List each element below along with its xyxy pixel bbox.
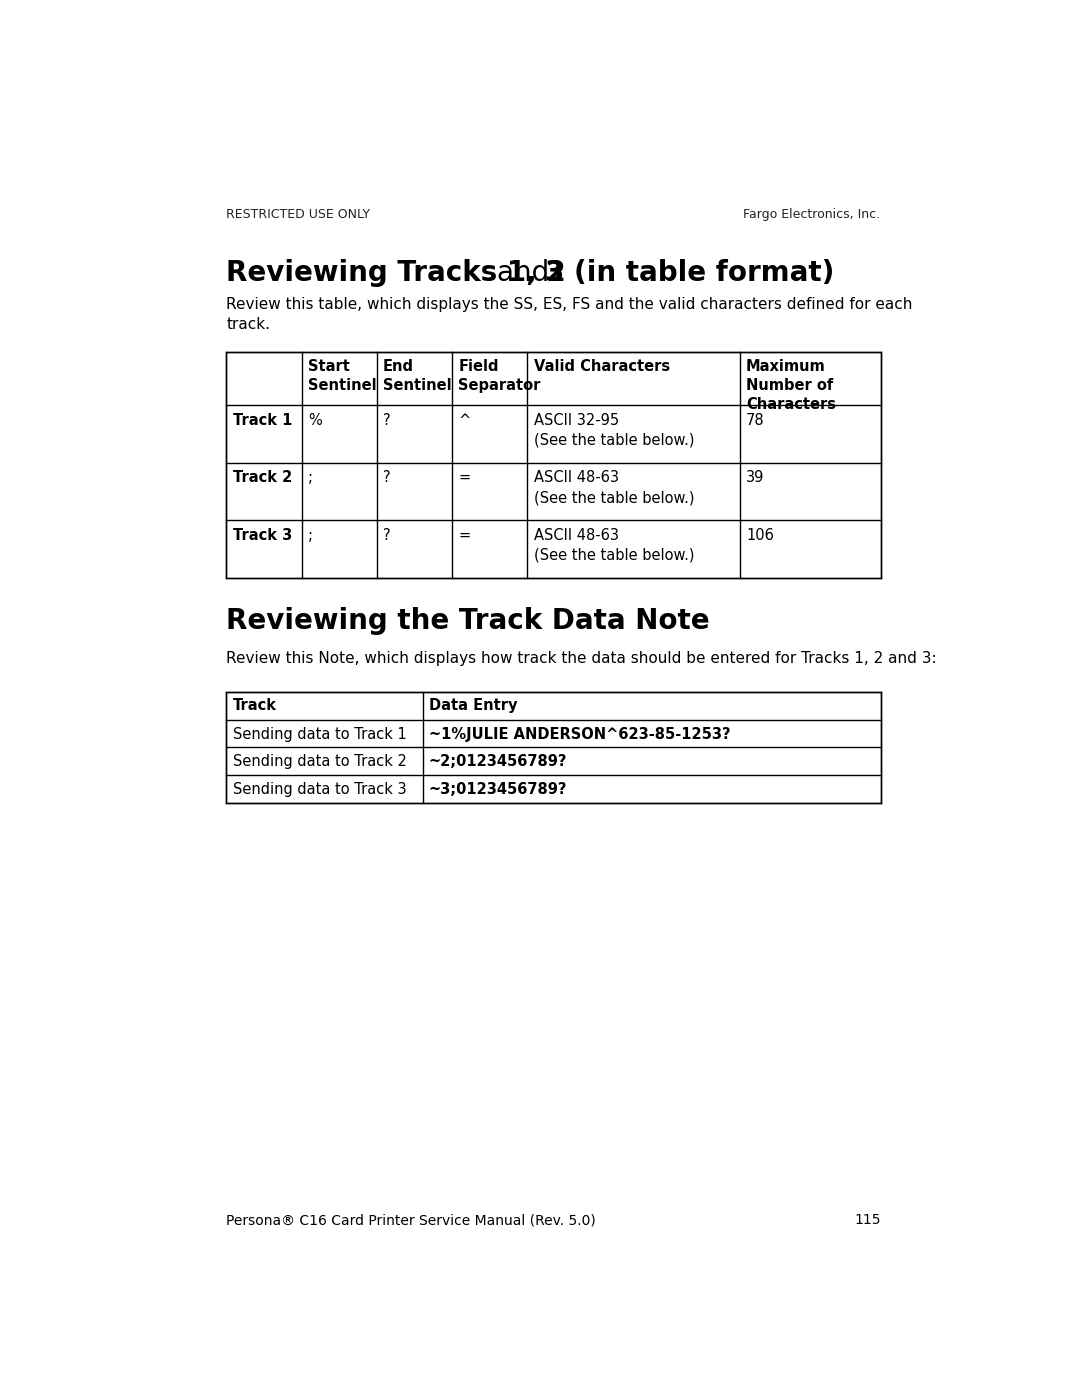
Text: ;: ; [308,471,313,485]
Text: RESTRICTED USE ONLY: RESTRICTED USE ONLY [227,208,370,221]
Text: Field
Separator: Field Separator [458,359,541,393]
Text: ?: ? [383,528,391,543]
Text: Reviewing the Track Data Note: Reviewing the Track Data Note [227,608,710,636]
Text: Valid Characters: Valid Characters [534,359,670,374]
Text: Fargo Electronics, Inc.: Fargo Electronics, Inc. [743,208,880,221]
Text: ~2;0123456789?: ~2;0123456789? [429,754,567,770]
Text: ASCII 32-95
(See the table below.): ASCII 32-95 (See the table below.) [534,412,694,447]
Text: Data Entry: Data Entry [429,698,517,714]
Text: and: and [497,258,558,286]
Bar [227,352,880,578]
Text: End
Sentinel: End Sentinel [383,359,451,393]
Text: 39: 39 [746,471,765,485]
Text: ;: ; [308,528,313,543]
Text: Persona® C16 Card Printer Service Manual (Rev. 5.0): Persona® C16 Card Printer Service Manual… [227,1214,596,1228]
Text: Track: Track [232,698,276,714]
Text: Review this Note, which displays how track the data should be entered for Tracks: Review this Note, which displays how tra… [227,651,937,666]
Text: ASCII 48-63
(See the table below.): ASCII 48-63 (See the table below.) [534,528,694,563]
Text: Track 2: Track 2 [232,471,292,485]
Text: Sending data to Track 1: Sending data to Track 1 [232,726,406,742]
Text: 106: 106 [746,528,774,543]
Text: %: % [308,412,322,427]
Text: Sending data to Track 3: Sending data to Track 3 [232,782,406,798]
Text: 78: 78 [746,412,765,427]
Text: Sending data to Track 2: Sending data to Track 2 [232,754,406,770]
Bar [227,692,880,803]
Text: =: = [458,471,471,485]
Text: Track 1: Track 1 [232,412,292,427]
Text: ^: ^ [458,412,471,427]
Text: =: = [458,528,471,543]
Text: ~3;0123456789?: ~3;0123456789? [429,782,567,798]
Text: Reviewing Tracks 1, 2: Reviewing Tracks 1, 2 [227,258,576,286]
Text: ~1%JULIE ANDERSON^623-85-1253?: ~1%JULIE ANDERSON^623-85-1253? [429,726,730,742]
Text: Maximum
Number of
Characters: Maximum Number of Characters [746,359,836,412]
Text: 3 (in table format): 3 (in table format) [544,258,834,286]
Text: ?: ? [383,412,391,427]
Text: 115: 115 [854,1214,880,1228]
Text: ?: ? [383,471,391,485]
Text: Start
Sentinel: Start Sentinel [308,359,377,393]
Text: ASCII 48-63
(See the table below.): ASCII 48-63 (See the table below.) [534,471,694,506]
Text: Track 3: Track 3 [232,528,292,543]
Text: Review this table, which displays the SS, ES, FS and the valid characters define: Review this table, which displays the SS… [227,298,913,332]
